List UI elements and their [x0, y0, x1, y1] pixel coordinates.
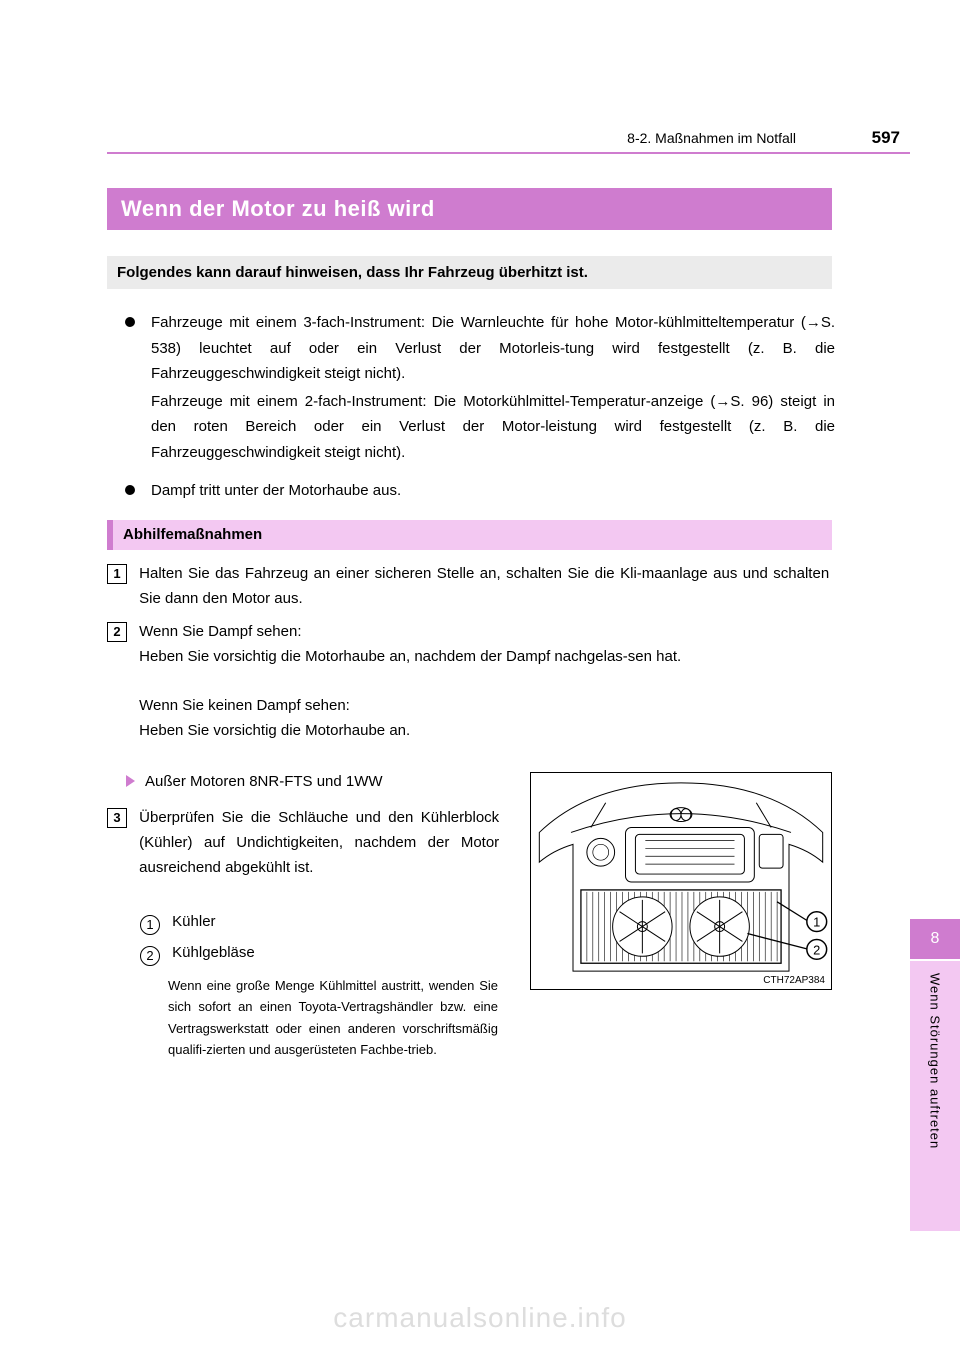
- step-text: Halten Sie das Fahrzeug an einer sichere…: [139, 562, 829, 612]
- figure-code: CTH72AP384: [763, 975, 825, 986]
- step-number-icon: 3: [107, 808, 127, 828]
- manual-page: 8-2. Maßnahmen im Notfall 597 Wenn der M…: [0, 0, 960, 1358]
- step-text: Überprüfen Sie die Schläuche und den Küh…: [139, 806, 499, 880]
- side-tab-chapter: 8: [910, 919, 960, 959]
- bullet-text: Dampf tritt unter der Motorhaube aus.: [135, 478, 835, 504]
- legend-text: Kühlgebläse: [172, 944, 255, 961]
- page-number: 597: [872, 128, 900, 148]
- note-text: Wenn eine große Menge Kühlmittel austrit…: [168, 975, 498, 1061]
- intro-box: Folgendes kann darauf hinweisen, dass Ih…: [107, 256, 832, 289]
- step-item: 2 Wenn Sie Dampf sehen: Heben Sie vorsic…: [107, 620, 832, 744]
- step-number-icon: 1: [107, 564, 127, 584]
- side-tab-label: Wenn Störungen auftreten: [910, 961, 960, 1231]
- watermark: carmanualsonline.info: [0, 1302, 960, 1334]
- step-line: Heben Sie vorsichtig die Motorhaube an.: [139, 722, 410, 739]
- header-rule: [107, 152, 910, 154]
- step-line: Wenn Sie keinen Dampf sehen:: [139, 697, 350, 714]
- engine-figure: 1 2 CTH72AP384: [530, 772, 832, 990]
- legend-item: 1 Kühler: [140, 913, 216, 935]
- variant-line: Außer Motoren 8NR-FTS und 1WW: [126, 773, 383, 790]
- page-title: Wenn der Motor zu heiß wird: [107, 188, 832, 230]
- subsection-heading: Abhilfemaßnahmen: [107, 520, 832, 550]
- svg-text:2: 2: [813, 942, 820, 957]
- legend-text: Kühler: [172, 913, 215, 930]
- bullet-dot-icon: [125, 485, 135, 495]
- section-path: 8-2. Maßnahmen im Notfall: [627, 130, 796, 146]
- bullet-item: Dampf tritt unter der Motorhaube aus.: [135, 478, 835, 504]
- legend-item: 2 Kühlgebläse: [140, 944, 255, 966]
- circle-number-icon: 2: [140, 946, 160, 966]
- page-header: 8-2. Maßnahmen im Notfall 597: [0, 128, 960, 168]
- step-line: Wenn Sie Dampf sehen:: [139, 623, 301, 640]
- bullet-dot-icon: [125, 317, 135, 327]
- step-line: Heben Sie vorsichtig die Motorhaube an, …: [139, 648, 681, 665]
- bullet-text: Fahrzeuge mit einem 3-fach-Instrument: D…: [135, 310, 835, 387]
- bullet-item: Fahrzeuge mit einem 3-fach-Instrument: D…: [135, 310, 835, 465]
- side-tab-text: Wenn Störungen auftreten: [928, 973, 943, 1149]
- step-item: 1 Halten Sie das Fahrzeug an einer siche…: [107, 562, 832, 612]
- svg-text:1: 1: [813, 915, 820, 930]
- circle-number-icon: 1: [140, 915, 160, 935]
- engine-diagram-svg: 1 2: [531, 773, 831, 989]
- step-number-icon: 2: [107, 622, 127, 642]
- bullet-text: Fahrzeuge mit einem 2-fach-Instrument: D…: [135, 389, 835, 466]
- step-text: Wenn Sie Dampf sehen: Heben Sie vorsicht…: [139, 620, 829, 744]
